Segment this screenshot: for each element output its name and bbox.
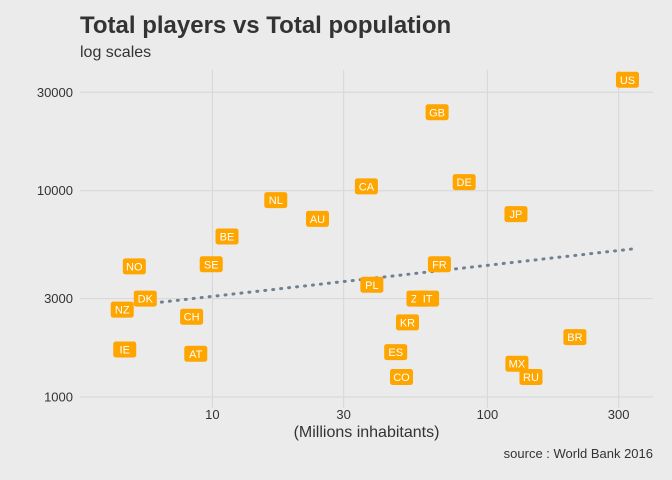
- point-label-box: [395, 314, 419, 331]
- point-label-box: [389, 369, 413, 386]
- point-at: AT: [184, 345, 208, 362]
- point-label: AT: [189, 349, 203, 361]
- point-label: BE: [220, 231, 235, 243]
- point-label: GB: [429, 107, 445, 119]
- point-au: AU: [305, 210, 329, 227]
- point-pl: PL: [360, 276, 384, 293]
- point-ru: RU: [519, 369, 543, 386]
- y-tick-label: 30000: [37, 85, 73, 100]
- point-label: IT: [423, 294, 433, 306]
- point-label-box: [519, 369, 543, 386]
- y-tick-label: 3000: [44, 291, 73, 306]
- point-label: CA: [359, 181, 375, 193]
- point-ie: IE: [113, 341, 137, 358]
- x-tick-label: 100: [477, 407, 499, 422]
- chart-title: Total players vs Total population: [80, 12, 452, 39]
- point-it: IT: [416, 290, 440, 307]
- point-label-box: [110, 301, 134, 318]
- y-tick-label: 10000: [37, 183, 73, 198]
- chart-caption: source : World Bank 2016: [503, 446, 653, 461]
- point-label-box: [452, 174, 476, 191]
- point-label: SE: [204, 259, 219, 271]
- point-co: CO: [389, 369, 413, 386]
- point-label-box: [264, 192, 288, 209]
- point-label: NZ: [115, 305, 130, 317]
- point-label: DE: [457, 177, 472, 189]
- point-label: JP: [510, 209, 523, 221]
- point-label-box: [354, 178, 378, 195]
- point-label: BR: [567, 332, 582, 344]
- point-gb: GB: [425, 104, 449, 121]
- point-label: CH: [184, 312, 200, 324]
- point-label-box: [563, 329, 587, 346]
- point-ch: CH: [180, 308, 204, 325]
- point-nz: NZ: [110, 301, 134, 318]
- point-label: FR: [432, 259, 447, 271]
- x-axis-label: (Millions inhabitants): [293, 424, 440, 441]
- point-label-box: [505, 355, 529, 372]
- point-label: ES: [388, 347, 403, 359]
- point-label: AU: [310, 214, 325, 226]
- point-label-box: [416, 290, 440, 307]
- points-layer: USGBCADENLJPAUBENOSEFRPLZAITDKNZCHKRBRIE…: [110, 71, 639, 386]
- point-label-box: [384, 344, 408, 361]
- point-label-box: [113, 341, 137, 358]
- point-no: NO: [122, 258, 146, 275]
- x-tick-label: 30: [336, 407, 350, 422]
- point-label-box: [425, 104, 449, 121]
- point-se: SE: [199, 256, 223, 273]
- x-tick-label: 10: [205, 407, 219, 422]
- y-tick-label: 1000: [44, 390, 73, 405]
- point-label: US: [620, 75, 635, 87]
- point-label: CO: [393, 372, 410, 384]
- point-label: PL: [365, 280, 378, 292]
- point-de: DE: [452, 174, 476, 191]
- point-label: MX: [509, 359, 526, 371]
- x-tick-label: 300: [608, 407, 630, 422]
- point-label-box: [305, 210, 329, 227]
- trend-line: [128, 246, 639, 308]
- grid: [80, 70, 653, 408]
- point-label-box: [180, 308, 204, 325]
- point-label: NO: [126, 261, 143, 273]
- point-label-box: [184, 345, 208, 362]
- point-es: ES: [384, 344, 408, 361]
- point-nl: NL: [264, 192, 288, 209]
- point-fr: FR: [427, 256, 451, 273]
- trend-layer: [128, 246, 639, 308]
- point-label: RU: [523, 372, 539, 384]
- point-label-box: [215, 228, 239, 245]
- point-label-box: [133, 290, 157, 307]
- point-kr: KR: [395, 314, 419, 331]
- y-axis-ticks: 1000 3000 10000 30000: [37, 85, 73, 405]
- point-label-box: [360, 276, 384, 293]
- point-label: NL: [269, 195, 283, 207]
- point-be: BE: [215, 228, 239, 245]
- point-label-box: [427, 256, 451, 273]
- point-label-box: [504, 206, 528, 223]
- point-br: BR: [563, 329, 587, 346]
- point-jp: JP: [504, 206, 528, 223]
- point-label-box: [122, 258, 146, 275]
- point-us: US: [615, 71, 639, 88]
- point-label-box: [199, 256, 223, 273]
- x-axis-ticks: 10 30 100 300: [205, 407, 629, 422]
- point-dk: DK: [133, 290, 157, 307]
- point-label: IE: [120, 344, 130, 356]
- point-mx: MX: [505, 355, 529, 372]
- point-ca: CA: [354, 178, 378, 195]
- chart-subtitle: log scales: [80, 44, 152, 61]
- point-label: KR: [400, 317, 415, 329]
- point-label-box: [615, 71, 639, 88]
- point-label: DK: [138, 294, 154, 306]
